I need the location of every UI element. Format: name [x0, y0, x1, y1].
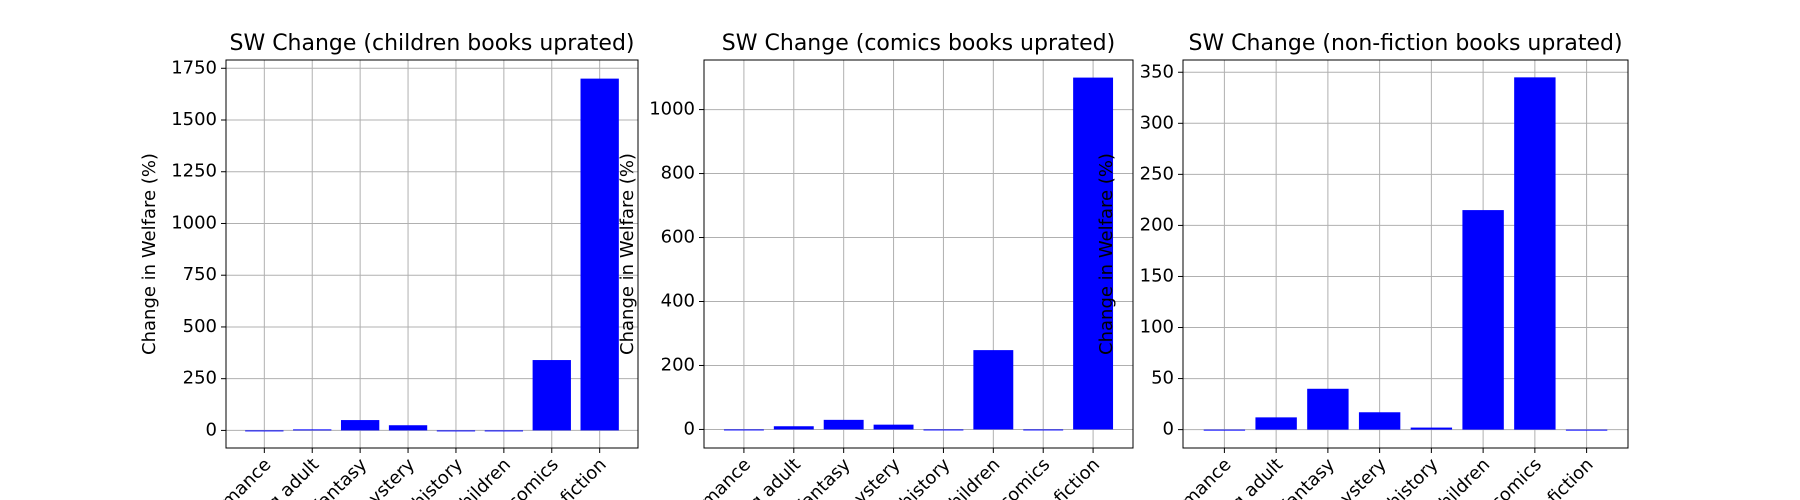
bar [436, 430, 476, 432]
y-tick-label: 0 [684, 418, 695, 439]
y-tick-label: 800 [661, 163, 695, 184]
bar [873, 424, 914, 430]
y-axis-label: Change in Welfare (%) [139, 153, 160, 355]
bar [1462, 210, 1504, 430]
y-tick-label: 1250 [171, 161, 217, 182]
bar [1565, 429, 1608, 431]
bar [484, 430, 524, 432]
x-tick-label: fantasy [309, 454, 371, 500]
chart-title: SW Change (comics books uprated) [722, 31, 1115, 56]
bar [923, 429, 964, 431]
bar [340, 420, 380, 431]
bar [1203, 429, 1246, 431]
y-tick-label: 0 [206, 419, 217, 440]
bar [773, 426, 814, 430]
bar [1307, 388, 1349, 430]
axes-frame [703, 59, 1134, 449]
bar [293, 429, 332, 431]
y-axis-label: Change in Welfare (%) [1096, 153, 1117, 355]
y-tick-label: 0 [1163, 419, 1174, 440]
x-tick-label: romance [205, 454, 276, 500]
bar [245, 430, 284, 432]
y-tick-label: 400 [661, 291, 695, 312]
x-tick-label: history [408, 454, 467, 500]
x-tick-label: children [1428, 454, 1494, 500]
axes-frame [225, 59, 639, 449]
chart-title: SW Change (children books uprated) [229, 31, 634, 56]
bar [580, 78, 619, 431]
x-tick-label: romance [684, 454, 755, 500]
x-tick-label: comics [504, 454, 563, 500]
bar [973, 350, 1014, 430]
y-tick-label: 50 [1151, 368, 1174, 389]
x-tick-label: children [938, 454, 1004, 500]
x-tick-label: mystery [1324, 454, 1391, 500]
y-tick-label: 750 [183, 264, 217, 285]
y-tick-label: 250 [1140, 163, 1174, 184]
axes-frame [1182, 59, 1629, 449]
x-tick-label: fantasy [793, 454, 855, 500]
y-tick-label: 350 [1140, 61, 1174, 82]
y-tick-label: 300 [1140, 112, 1174, 133]
bar [723, 429, 764, 431]
y-tick-label: 200 [661, 354, 695, 375]
bar [532, 360, 571, 431]
bar [1358, 412, 1401, 430]
y-tick-label: 1500 [171, 109, 217, 130]
bar [1514, 77, 1556, 430]
y-axis-label: Change in Welfare (%) [617, 153, 638, 355]
y-tick-label: 250 [183, 368, 217, 389]
bar [388, 425, 428, 431]
x-tick-label: history [1384, 454, 1443, 500]
y-tick-label: 100 [1140, 317, 1174, 338]
x-tick-label: comics [1487, 454, 1546, 500]
y-tick-label: 600 [661, 227, 695, 248]
x-tick-label: fantasy [1277, 454, 1339, 500]
bar [1023, 429, 1064, 431]
x-tick-label: history [896, 454, 955, 500]
bar [1255, 417, 1297, 430]
y-tick-label: 1750 [171, 57, 217, 78]
bar [1410, 427, 1453, 430]
y-tick-label: 500 [183, 316, 217, 337]
bar [1073, 77, 1114, 430]
x-tick-label: romance [1165, 454, 1236, 500]
x-tick-label: comics [995, 454, 1054, 500]
bar [823, 419, 864, 430]
x-tick-label: mystery [838, 454, 905, 500]
chart-title: SW Change (non-fiction books uprated) [1188, 31, 1622, 56]
y-tick-label: 200 [1140, 214, 1174, 235]
y-tick-label: 1000 [649, 99, 695, 120]
y-tick-label: 150 [1140, 265, 1174, 286]
y-tick-label: 1000 [171, 212, 217, 233]
